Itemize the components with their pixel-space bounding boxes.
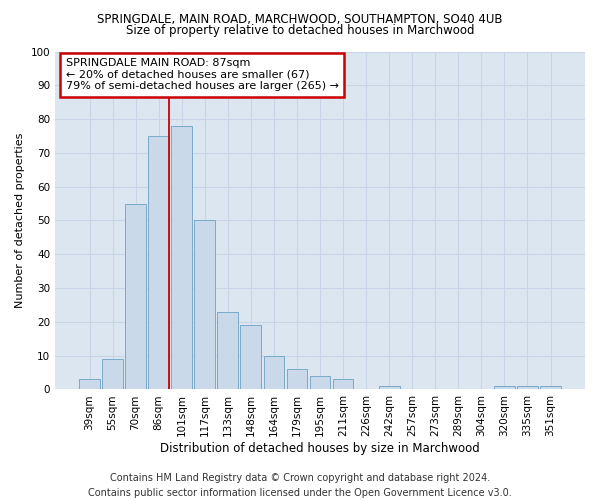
Bar	[379, 386, 400, 390]
Bar	[125, 204, 146, 390]
X-axis label: Distribution of detached houses by size in Marchwood: Distribution of detached houses by size …	[160, 442, 480, 455]
Bar	[148, 136, 169, 390]
Text: Size of property relative to detached houses in Marchwood: Size of property relative to detached ho…	[126, 24, 474, 37]
Bar	[241, 325, 261, 390]
Text: SPRINGDALE, MAIN ROAD, MARCHWOOD, SOUTHAMPTON, SO40 4UB: SPRINGDALE, MAIN ROAD, MARCHWOOD, SOUTHA…	[97, 12, 503, 26]
Bar	[332, 380, 353, 390]
Bar	[263, 356, 284, 390]
Bar	[287, 369, 307, 390]
Bar	[540, 386, 561, 390]
Bar	[194, 220, 215, 390]
Bar	[79, 380, 100, 390]
Bar	[217, 312, 238, 390]
Y-axis label: Number of detached properties: Number of detached properties	[15, 133, 25, 308]
Bar	[517, 386, 538, 390]
Bar	[102, 359, 123, 390]
Bar	[172, 126, 192, 390]
Text: Contains HM Land Registry data © Crown copyright and database right 2024.
Contai: Contains HM Land Registry data © Crown c…	[88, 472, 512, 498]
Bar	[310, 376, 331, 390]
Text: SPRINGDALE MAIN ROAD: 87sqm
← 20% of detached houses are smaller (67)
79% of sem: SPRINGDALE MAIN ROAD: 87sqm ← 20% of det…	[65, 58, 338, 92]
Bar	[494, 386, 515, 390]
